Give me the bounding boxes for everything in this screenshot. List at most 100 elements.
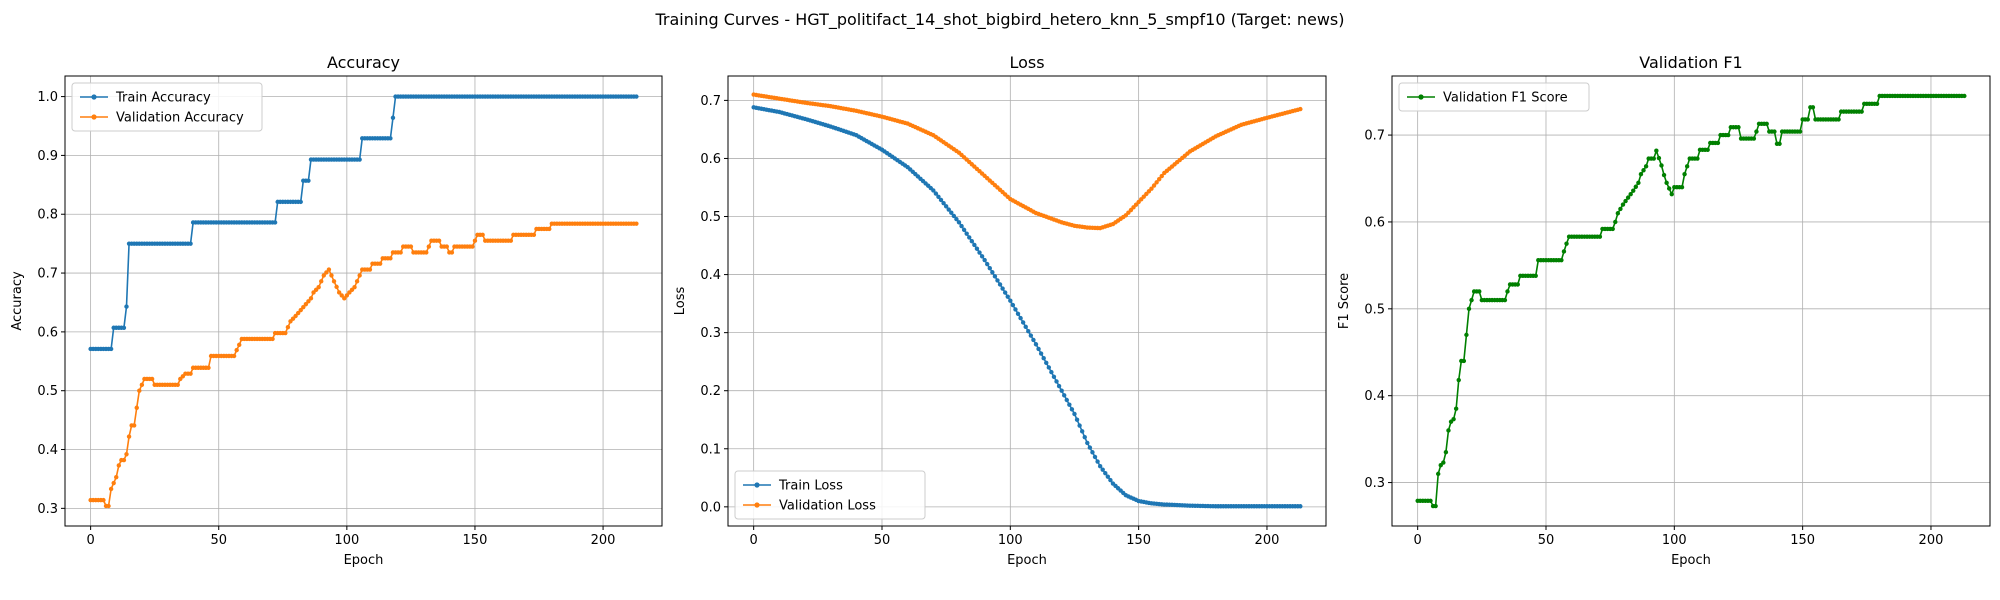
data-point: [982, 257, 987, 263]
data-point: [234, 347, 239, 353]
data-point: [134, 405, 139, 410]
chart-title: Accuracy: [327, 53, 400, 72]
y-axis-label: F1 Score: [1337, 273, 1352, 329]
plot-frame: [1391, 75, 1991, 527]
data-point: [1298, 504, 1303, 509]
y-tick-label: 0.7: [37, 267, 58, 282]
data-point: [121, 457, 127, 463]
data-point: [951, 213, 957, 219]
chart-title: Validation F1: [1639, 53, 1742, 72]
data-point: [388, 136, 393, 141]
legend-swatch-marker: [754, 502, 760, 508]
data-point: [990, 270, 995, 275]
data-point: [979, 254, 985, 259]
legend-label: Train Accuracy: [115, 91, 211, 106]
data-point: [354, 279, 360, 284]
data-point: [336, 290, 342, 295]
data-point: [967, 235, 972, 240]
data-point: [1149, 186, 1154, 191]
data-point: [1669, 191, 1674, 197]
data-point: [1477, 289, 1482, 294]
x-tick-label: 150: [463, 533, 488, 548]
data-point: [101, 497, 106, 503]
data-point: [1597, 234, 1603, 239]
data-point: [1797, 129, 1803, 134]
y-tick-label: 0.5: [1364, 302, 1385, 317]
data-point: [339, 293, 344, 298]
data-point: [398, 250, 403, 255]
data-point: [326, 267, 332, 272]
data-point: [1067, 402, 1072, 407]
data-point: [1456, 377, 1461, 383]
y-tick-label: 0.3: [1364, 476, 1385, 491]
chart-title: Loss: [1009, 53, 1044, 72]
x-tick-label: 100: [334, 533, 359, 548]
data-point: [306, 178, 311, 183]
data-point: [424, 250, 429, 255]
data-point: [106, 503, 111, 509]
data-point: [531, 232, 537, 238]
data-point: [1069, 407, 1075, 412]
x-axis-label: Epoch: [344, 553, 384, 568]
data-point: [1013, 307, 1018, 312]
data-point: [943, 204, 949, 209]
data-point: [1064, 397, 1069, 403]
data-point: [969, 238, 975, 244]
legend-swatch-marker: [1418, 94, 1424, 100]
data-point: [480, 232, 485, 238]
data-point: [1056, 383, 1062, 389]
data-point: [1154, 180, 1159, 185]
data-point: [941, 200, 946, 206]
data-point: [1664, 180, 1669, 186]
data-point: [285, 324, 291, 330]
data-point: [344, 293, 350, 298]
data-point: [1033, 342, 1039, 347]
data-point: [1433, 503, 1438, 509]
data-point: [1074, 417, 1080, 422]
y-tick-label: 0.6: [1364, 215, 1385, 230]
data-point: [1051, 374, 1057, 379]
data-point: [1666, 186, 1672, 191]
data-point: [1097, 463, 1103, 469]
data-point: [1079, 429, 1085, 434]
legend-label: Validation F1 Score: [1443, 91, 1568, 106]
y-tick-label: 0.4: [1364, 389, 1385, 404]
data-point: [1156, 177, 1162, 182]
y-tick-label: 0.5: [37, 384, 58, 399]
data-point: [139, 382, 145, 388]
x-tick-label: 50: [210, 533, 227, 548]
data-point: [1046, 365, 1052, 370]
data-point: [1610, 226, 1615, 232]
data-point: [936, 194, 941, 199]
data-point: [1469, 297, 1474, 303]
data-point: [1661, 172, 1667, 178]
y-tick-label: 0.6: [37, 325, 58, 340]
data-point: [408, 244, 414, 249]
chart-accuracy: 0 50 100 150 200 0.3 0.4 0.5 0.6 0.7 0.8 0.9 1.0 Accu…: [10, 53, 663, 568]
data-point: [1151, 183, 1157, 188]
data-point: [436, 238, 442, 243]
data-point: [367, 267, 373, 272]
data-point: [116, 463, 122, 468]
data-point: [306, 299, 311, 304]
y-tick-label: 0.8: [37, 208, 58, 223]
x-tick-label: 0: [1414, 533, 1422, 548]
data-point: [956, 220, 962, 225]
y-tick-label: 0.2: [700, 384, 721, 399]
data-point: [1777, 141, 1782, 146]
data-point: [137, 388, 142, 393]
data-point: [206, 365, 211, 370]
data-point: [1023, 324, 1028, 330]
data-point: [1015, 311, 1021, 316]
data-point: [1443, 449, 1449, 455]
series-validation-accuracy: [88, 221, 639, 509]
plot-frame: [64, 75, 663, 527]
data-point: [1092, 454, 1098, 460]
chart-loss: 0 50 100 150 200 0.0 0.1 0.2 0.3 0.4 0.5 0.6 0.7 Loss…: [673, 53, 1327, 568]
data-point: [1613, 219, 1618, 225]
data-point: [295, 310, 301, 316]
data-point: [1036, 346, 1041, 352]
data-point: [1561, 249, 1567, 254]
data-point: [1564, 241, 1569, 246]
data-point: [293, 313, 298, 319]
